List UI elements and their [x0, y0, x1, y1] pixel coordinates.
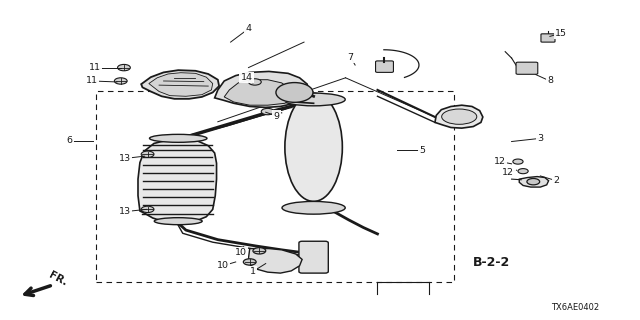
Circle shape [115, 78, 127, 84]
Polygon shape [149, 73, 212, 96]
FancyBboxPatch shape [516, 62, 538, 74]
Circle shape [118, 64, 131, 71]
Text: 13: 13 [119, 207, 131, 216]
Circle shape [141, 206, 154, 212]
Polygon shape [519, 177, 548, 187]
Text: 9: 9 [273, 112, 280, 121]
Polygon shape [141, 70, 219, 99]
Text: 3: 3 [537, 134, 543, 143]
Bar [97, 91, 454, 282]
Polygon shape [138, 139, 216, 223]
Ellipse shape [285, 93, 342, 201]
FancyBboxPatch shape [541, 34, 555, 42]
Polygon shape [248, 249, 302, 273]
Ellipse shape [154, 218, 202, 225]
Text: 1: 1 [250, 267, 256, 276]
Text: 14: 14 [241, 73, 253, 82]
Circle shape [527, 179, 540, 185]
Circle shape [141, 151, 154, 157]
Ellipse shape [276, 83, 313, 102]
Text: 11: 11 [89, 63, 101, 72]
Polygon shape [435, 105, 483, 128]
Circle shape [253, 248, 266, 254]
Text: FR.: FR. [47, 270, 68, 288]
Text: 15: 15 [556, 29, 568, 38]
Text: 2: 2 [554, 176, 559, 185]
Text: 7: 7 [348, 53, 354, 62]
Circle shape [518, 169, 528, 174]
Ellipse shape [150, 134, 207, 142]
Ellipse shape [282, 201, 345, 214]
Text: 10: 10 [217, 261, 229, 270]
Text: 12: 12 [502, 168, 515, 177]
Circle shape [248, 79, 261, 85]
FancyBboxPatch shape [376, 61, 394, 72]
Text: 6: 6 [67, 136, 73, 145]
Text: 12: 12 [494, 157, 506, 166]
Ellipse shape [282, 93, 345, 106]
Circle shape [513, 159, 523, 164]
Polygon shape [214, 71, 308, 108]
Ellipse shape [442, 109, 477, 124]
Text: 4: 4 [246, 24, 252, 33]
Text: 10: 10 [235, 248, 247, 257]
Circle shape [243, 259, 256, 265]
Text: 5: 5 [419, 146, 425, 155]
Text: B-2-2: B-2-2 [472, 256, 510, 269]
Text: TX6AE0402: TX6AE0402 [552, 303, 600, 312]
Polygon shape [224, 80, 293, 105]
Text: 11: 11 [86, 76, 98, 85]
Text: 13: 13 [119, 154, 131, 163]
Text: 8: 8 [547, 76, 553, 85]
FancyBboxPatch shape [299, 241, 328, 273]
Circle shape [261, 108, 274, 115]
